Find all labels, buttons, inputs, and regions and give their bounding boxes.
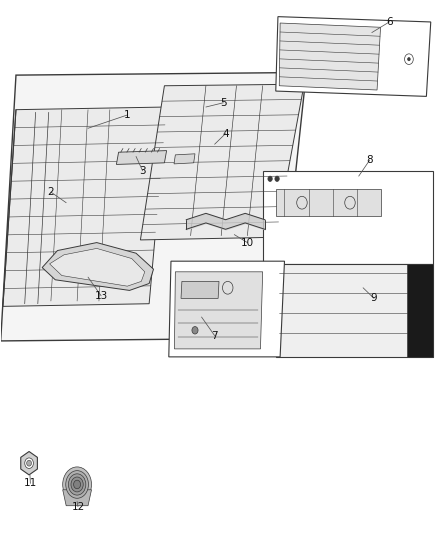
Circle shape [192,327,198,334]
Polygon shape [21,451,37,475]
Text: 1: 1 [124,110,131,120]
Circle shape [63,467,92,502]
Text: 10: 10 [241,238,254,247]
Text: 5: 5 [220,98,227,108]
Circle shape [268,176,272,181]
Polygon shape [1,72,306,341]
Text: 4: 4 [222,128,229,139]
Circle shape [66,471,88,498]
Polygon shape [141,84,304,240]
Polygon shape [117,151,166,165]
Text: 12: 12 [71,502,85,512]
Text: 11: 11 [24,479,37,488]
Text: 7: 7 [211,330,218,341]
Polygon shape [279,23,381,90]
Polygon shape [276,17,431,96]
Polygon shape [42,243,153,290]
Text: 2: 2 [48,187,54,197]
Polygon shape [181,281,219,298]
Polygon shape [276,264,433,357]
Circle shape [27,461,32,466]
Text: 9: 9 [371,293,377,303]
Text: 3: 3 [139,166,146,176]
Polygon shape [263,171,433,264]
Polygon shape [174,154,195,164]
Polygon shape [63,490,92,506]
Polygon shape [169,261,285,357]
Circle shape [71,477,83,492]
Text: 13: 13 [95,290,108,301]
Circle shape [74,480,81,489]
Circle shape [25,458,33,469]
Polygon shape [174,272,263,349]
Polygon shape [3,107,166,306]
Circle shape [408,58,410,61]
Circle shape [68,474,86,495]
Circle shape [275,176,279,181]
Polygon shape [276,189,381,216]
Polygon shape [407,264,433,357]
Text: 6: 6 [386,17,392,27]
Polygon shape [49,248,145,286]
Text: 8: 8 [366,155,373,165]
